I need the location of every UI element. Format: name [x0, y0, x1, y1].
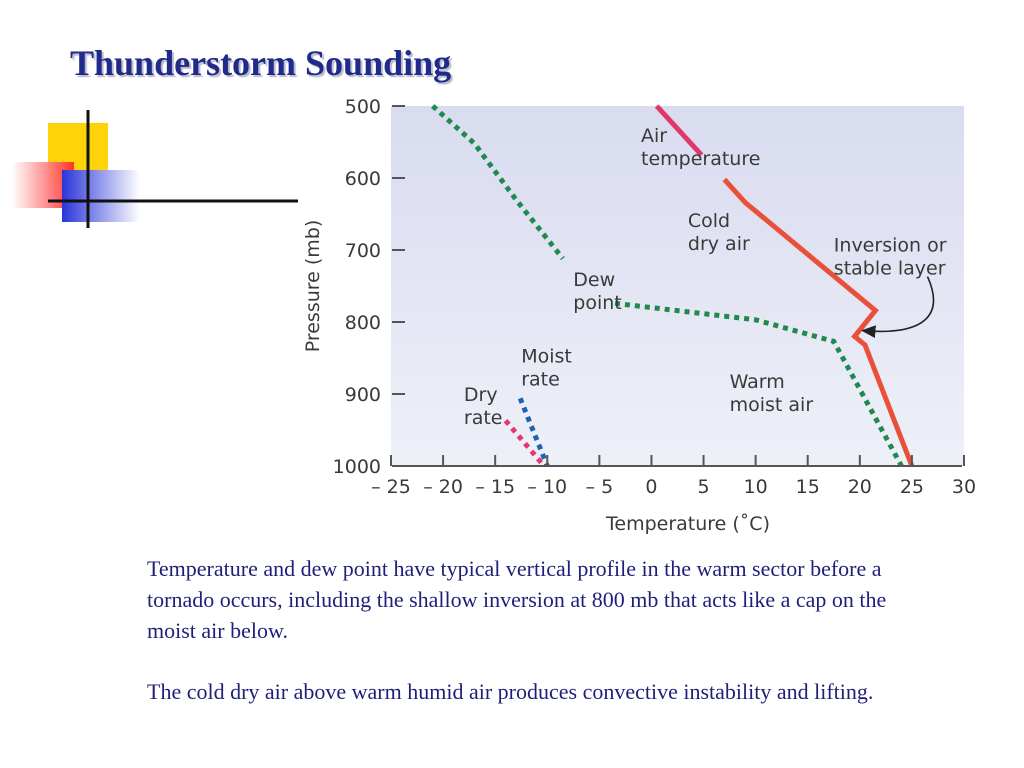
y-tick-label: 800 [345, 312, 381, 334]
x-tick-label: 25 [900, 476, 924, 498]
y-tick-label: 700 [345, 240, 381, 262]
title-decoration [12, 110, 298, 228]
x-tick-label: – 15 [475, 476, 515, 498]
x-axis-label: Temperature (˚C) [605, 513, 770, 535]
x-tick-label: – 25 [371, 476, 411, 498]
y-tick-label: 900 [345, 384, 381, 406]
slide-title: Thunderstorm Sounding [70, 43, 452, 83]
annotation-moist-rate: Moist rate [521, 345, 572, 390]
y-tick-label: 500 [345, 96, 381, 118]
x-tick-label: 0 [645, 476, 657, 498]
annotation-warm-moist-air: Warm moist air [730, 371, 814, 416]
y-tick-label: 1000 [333, 456, 381, 478]
sounding-chart: Air temperature Cold dry air Inversion or sta… [302, 96, 976, 535]
air-temperature-upper-line [654, 104, 704, 157]
annotation-air-temperature: Air temperature [641, 125, 760, 170]
y-axis-label: Pressure (mb) [302, 220, 324, 353]
y-tick-label: 600 [345, 168, 381, 190]
x-tick-label: – 20 [423, 476, 463, 498]
x-tick-label: – 5 [586, 476, 614, 498]
body-paragraph-2: The cold dry air above warm humid air pr… [147, 679, 874, 704]
x-tick-label: 10 [744, 476, 768, 498]
dew-point-lower-line [614, 300, 904, 468]
moist-rate-line [517, 397, 550, 467]
annotation-dew-point: Dew point [573, 269, 621, 314]
plot-area [391, 106, 964, 466]
annotation-inversion-or-stable-layer: Inversion or stable layer [834, 234, 947, 279]
body-paragraph-1: Temperature and dew point have typical v… [147, 556, 887, 643]
x-tick-label: 5 [697, 476, 709, 498]
dew-point-line [431, 104, 565, 261]
blue-gradient-square-icon [62, 170, 140, 222]
x-tick-label: – 10 [527, 476, 567, 498]
annotation-dry-rate: Dry rate [464, 384, 503, 429]
x-tick-label: 30 [952, 476, 976, 498]
x-tick-label: 15 [796, 476, 820, 498]
annotation-cold-dry-air: Cold dry air [688, 210, 750, 255]
air-temperature-line [722, 177, 915, 467]
inversion-arrow [861, 276, 935, 339]
x-tick-label: 20 [848, 476, 872, 498]
